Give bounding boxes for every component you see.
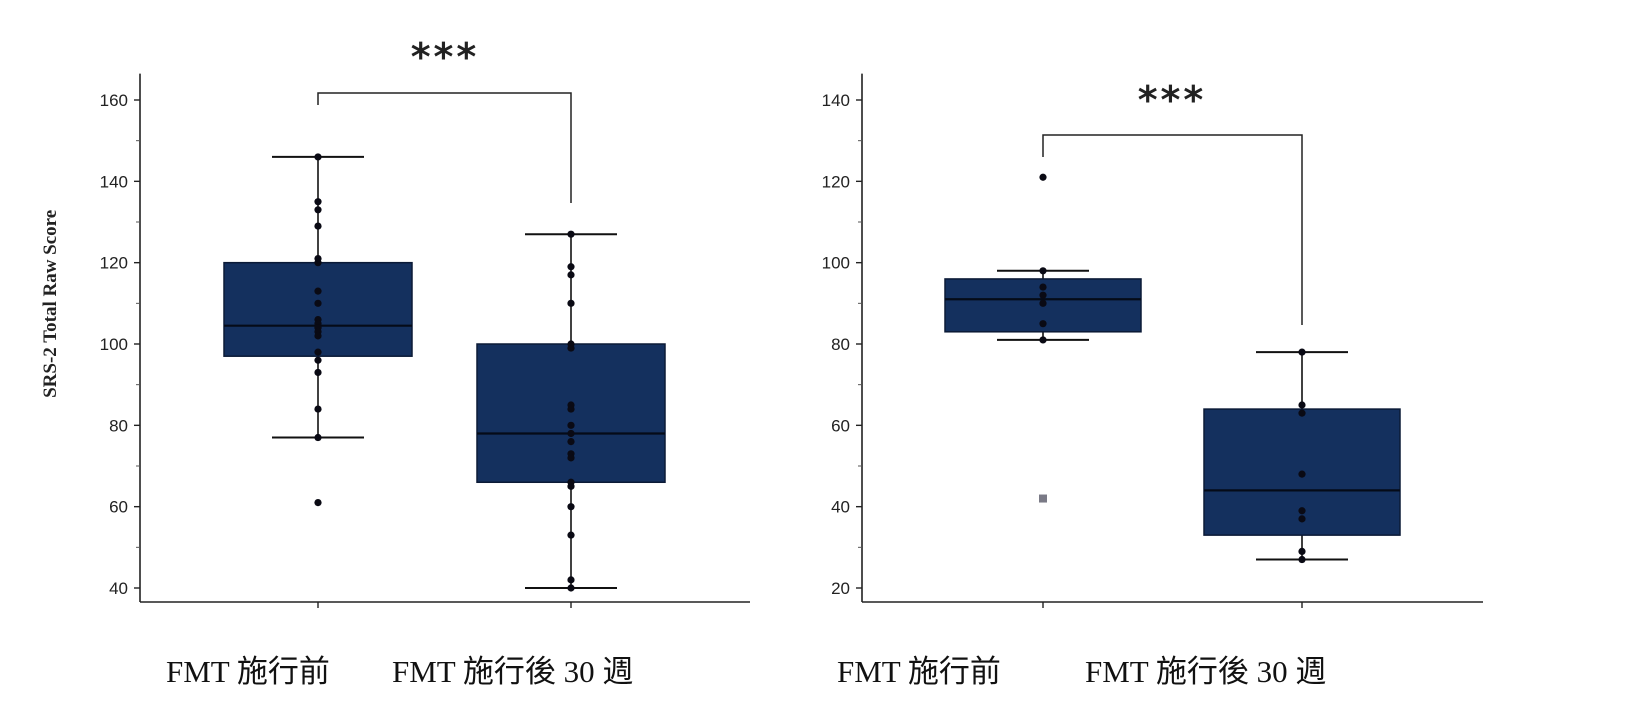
data-point <box>567 482 575 490</box>
data-point <box>567 271 575 279</box>
x-category-label: FMT 施行前 <box>166 654 330 689</box>
data-point <box>314 405 322 413</box>
y-tick-label: 120 <box>822 172 850 191</box>
data-point <box>314 499 322 507</box>
data-point <box>567 584 575 592</box>
significance-bracket <box>1042 134 1303 325</box>
x-category-label: FMT 施行後 30 週 <box>1085 654 1327 689</box>
data-point <box>314 299 322 307</box>
y-tick-label: 100 <box>822 254 850 273</box>
data-point <box>1039 267 1047 275</box>
data-point <box>1298 401 1306 409</box>
y-tick-label: 80 <box>831 335 850 354</box>
data-point <box>314 153 322 161</box>
y-tick-label: 40 <box>831 498 850 517</box>
y-tick-label: 160 <box>100 91 128 110</box>
data-point <box>567 344 575 352</box>
data-point <box>314 206 322 214</box>
y-tick-label: 140 <box>822 91 850 110</box>
iqr-box <box>476 343 666 484</box>
data-point <box>567 230 575 238</box>
data-point <box>567 454 575 462</box>
data-point <box>567 405 575 413</box>
data-point <box>314 348 322 356</box>
y-tick-label: 80 <box>109 416 128 435</box>
data-point <box>314 198 322 206</box>
data-point <box>1039 291 1047 299</box>
data-point <box>314 433 322 442</box>
data-point <box>567 429 575 438</box>
y-tick-label: 60 <box>831 416 850 435</box>
data-point <box>1298 515 1306 523</box>
data-point <box>567 531 575 539</box>
significance-label: *** <box>1138 78 1207 122</box>
data-point <box>1298 409 1306 417</box>
y-axis-label: SRS-2 Total Raw Score <box>40 210 61 398</box>
data-point <box>1039 320 1047 328</box>
x-category-label: FMT 施行後 30 週 <box>392 654 634 689</box>
data-point <box>314 368 322 377</box>
data-point <box>567 576 575 584</box>
data-point <box>1039 336 1047 344</box>
data-point <box>567 421 575 429</box>
data-point <box>1298 507 1306 515</box>
data-point <box>567 299 575 307</box>
data-point <box>1039 173 1047 181</box>
data-point <box>567 503 575 511</box>
iqr-box <box>223 261 413 357</box>
data-point <box>567 263 575 271</box>
y-tick-label: 100 <box>100 335 128 354</box>
data-point <box>314 356 322 364</box>
data-point <box>314 287 322 295</box>
y-tick-label: 40 <box>109 579 128 598</box>
x-category-label: FMT 施行前 <box>837 654 1001 689</box>
data-point <box>314 332 322 340</box>
significance-label: *** <box>411 35 480 79</box>
data-point <box>1298 470 1306 478</box>
significance-bracket <box>317 92 572 203</box>
data-point <box>567 438 575 446</box>
data-point <box>1298 348 1306 356</box>
data-point <box>1298 555 1306 564</box>
y-tick-label: 20 <box>831 579 850 598</box>
data-point <box>314 259 322 267</box>
outlier-point <box>1039 494 1047 503</box>
y-tick-label: 60 <box>109 498 128 517</box>
y-tick-label: 120 <box>100 254 128 273</box>
y-tick-label: 140 <box>100 172 128 191</box>
data-point <box>314 222 322 230</box>
data-point <box>1298 547 1306 556</box>
data-point <box>1039 299 1047 307</box>
data-point <box>1039 283 1047 291</box>
